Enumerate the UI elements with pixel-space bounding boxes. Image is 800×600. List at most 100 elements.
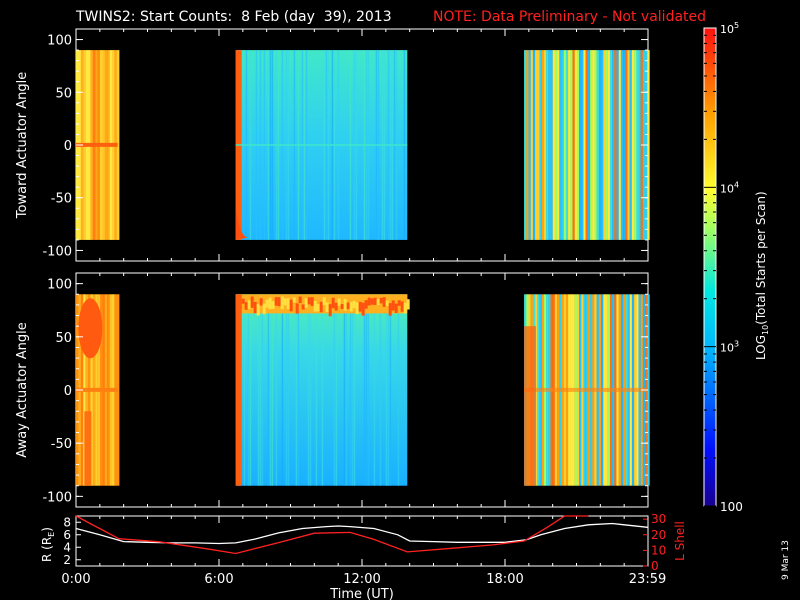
- chart-title: TWINS2: Start Counts: 8 Feb (day 39), 20…: [75, 9, 392, 25]
- toward-column: [576, 50, 580, 240]
- radius-axis-label-main: R (R: [40, 537, 54, 562]
- colorbar-tick-base: 100: [720, 500, 743, 514]
- away-column: [247, 294, 250, 486]
- away-hot-streak: [259, 298, 263, 306]
- y-tick-label: 0: [64, 384, 72, 399]
- y-tick-label: 50: [55, 331, 72, 346]
- away-hot-streak: [370, 298, 374, 305]
- toward-column: [579, 50, 582, 240]
- toward-column: [647, 50, 650, 240]
- away-hot-streak: [313, 300, 317, 312]
- colorbar-tick-label: 104: [720, 180, 739, 195]
- toward-y-axis: 100 50 0 -50 -100: [42, 34, 648, 259]
- away-column: [363, 294, 366, 486]
- time-axis-label: Time (UT): [329, 587, 394, 600]
- toward-column: [563, 50, 567, 240]
- away-column: [345, 294, 348, 486]
- away-y-axis: 100 50 0 -50 -100: [42, 278, 648, 505]
- away-column: [387, 294, 390, 486]
- preliminary-note: NOTE: Data Preliminary - Not validated: [433, 9, 706, 25]
- radius-tick-label: 4: [63, 540, 71, 554]
- toward-column: [557, 50, 560, 240]
- away-hot-streak: [283, 298, 287, 306]
- away-hot-streak: [325, 302, 329, 313]
- away-early-hotspot: [78, 298, 103, 359]
- toward-column: [568, 50, 571, 240]
- away-column: [243, 294, 246, 486]
- toward-x-ticks: [75, 29, 649, 261]
- away-hot-streak: [289, 299, 293, 312]
- away-hot-streak: [262, 303, 266, 315]
- toward-column: [539, 50, 542, 240]
- away-column: [365, 294, 368, 486]
- away-column: [297, 294, 300, 486]
- toward-column: [625, 50, 628, 240]
- toward-column: [546, 50, 549, 240]
- away-early-column: [84, 411, 92, 486]
- toward-column: [543, 50, 547, 240]
- toward-column: [607, 50, 611, 240]
- date-stamp: 9 Mar 13: [781, 540, 791, 580]
- away-column: [281, 294, 284, 486]
- y-tick-label: -50: [51, 437, 72, 452]
- away-hot-streak: [250, 296, 254, 308]
- away-column: [307, 294, 310, 486]
- away-hot-streak: [355, 302, 359, 315]
- away-column: [271, 294, 274, 486]
- toward-column: [572, 50, 575, 240]
- away-column: [275, 294, 278, 486]
- toward-column: [552, 50, 556, 240]
- toward-column: [598, 50, 602, 240]
- toward-column: [634, 50, 637, 240]
- toward-column: [535, 50, 538, 240]
- toward-column: [524, 50, 527, 240]
- toward-column: [616, 50, 619, 240]
- away-hot-streak: [379, 297, 383, 304]
- away-hot-streak: [376, 299, 380, 305]
- away-column: [267, 294, 270, 486]
- away-column: [647, 294, 650, 486]
- away-hot-streak: [352, 300, 356, 309]
- away-hot-streak: [244, 302, 248, 310]
- away-column: [309, 294, 312, 486]
- toward-column: [548, 50, 551, 240]
- away-hot-streak: [406, 299, 410, 310]
- away-hot-streak: [265, 299, 269, 308]
- toward-y-axis-label: Toward Actuator Angle: [15, 72, 30, 219]
- toward-column: [537, 50, 540, 240]
- toward-column: [574, 50, 578, 240]
- away-hot-streak: [253, 302, 257, 314]
- toward-column: [570, 50, 573, 240]
- away-hot-streak: [367, 297, 371, 306]
- away-hot-streak: [364, 300, 368, 309]
- colorbar-tick-label: 105: [720, 21, 739, 36]
- toward-column: [526, 50, 529, 240]
- away-hot-streak: [274, 297, 278, 306]
- lshell-trace: [75, 515, 589, 555]
- toward-column: [618, 50, 622, 240]
- away-edge-hot: [235, 294, 242, 486]
- toward-column: [592, 50, 595, 240]
- toward-column: [559, 50, 562, 240]
- toward-column: [583, 50, 586, 240]
- away-column: [385, 294, 388, 486]
- colorbar-tick-exponent: 5: [734, 21, 739, 30]
- radius-tick-label: 8: [63, 515, 71, 529]
- away-y-axis-label: Away Actuator Angle: [15, 322, 30, 457]
- away-hot-streak: [298, 296, 302, 304]
- toward-column: [623, 50, 626, 240]
- colorbar-gradient: [703, 27, 717, 507]
- toward-column: [620, 50, 624, 240]
- time-tick-label: 18:00: [486, 572, 523, 587]
- lshell-tick-label: 30: [651, 512, 666, 526]
- away-column: [367, 294, 370, 486]
- away-column: [389, 294, 392, 486]
- toward-column: [550, 50, 553, 240]
- toward-column: [565, 50, 569, 240]
- away-hot-streak: [280, 296, 284, 310]
- toward-column: [528, 50, 531, 240]
- away-hot-streak: [286, 298, 290, 310]
- y-tick-label: -50: [51, 192, 72, 207]
- radius-axis-label: R (RE): [40, 527, 56, 562]
